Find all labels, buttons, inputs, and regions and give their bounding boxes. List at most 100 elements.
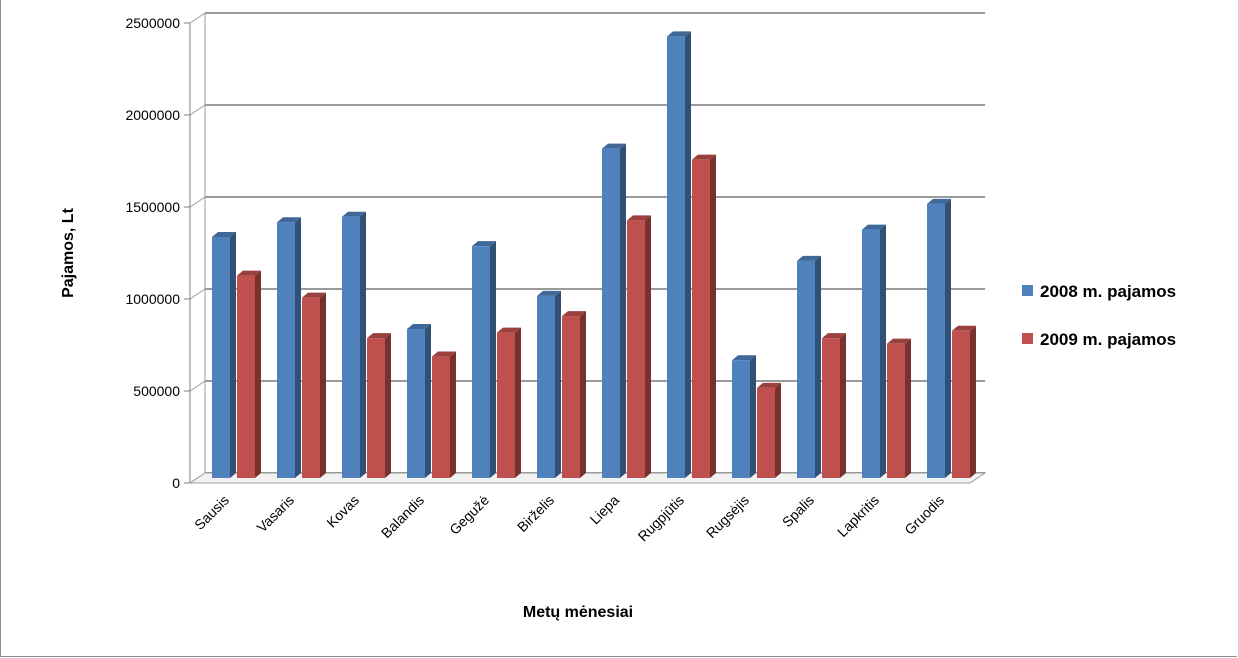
bar-2009-Rugsėjis — [757, 382, 781, 478]
bar-side — [840, 333, 846, 478]
bar-front — [237, 275, 255, 478]
x-tick-label: Lapkritis — [834, 492, 882, 540]
bar-front — [927, 203, 945, 478]
x-tick-label: Rugsėjis — [703, 492, 752, 541]
x-tick-label: Gegužė — [446, 492, 492, 538]
legend-swatch — [1022, 285, 1033, 296]
bar-top — [472, 241, 496, 247]
bar-top — [757, 382, 781, 388]
x-axis-title: Metų mėnesiai — [523, 604, 633, 621]
bar-side — [815, 255, 821, 478]
bar-top — [692, 154, 716, 160]
bar-top — [237, 270, 261, 276]
bar-top — [212, 231, 236, 237]
bar-2009-Spalis — [822, 333, 846, 478]
bar-front — [757, 387, 775, 478]
x-tick-label: Spalis — [779, 492, 817, 530]
bar-2008-Balandis — [407, 323, 431, 478]
bar-top — [667, 31, 691, 37]
bar-front — [887, 343, 905, 478]
bar-top — [562, 311, 586, 317]
bar-top — [627, 215, 651, 221]
bar-side — [555, 290, 561, 478]
bar-2008-Lapkritis — [862, 224, 886, 478]
bar-side — [880, 224, 886, 478]
legend: 2008 m. pajamos 2009 m. pajamos — [1022, 282, 1176, 349]
bar-side — [710, 154, 716, 478]
bar-side — [425, 323, 431, 478]
bar-side — [775, 382, 781, 478]
bar-side — [450, 351, 456, 478]
bar-front — [797, 260, 815, 478]
bar-front — [537, 295, 555, 478]
bar-top — [732, 355, 756, 361]
bar-top — [797, 255, 821, 261]
bar-front — [432, 356, 450, 478]
gridline-depth — [189, 288, 206, 300]
bar-top — [302, 292, 326, 298]
bar-front — [732, 360, 750, 478]
bar-top — [497, 327, 521, 333]
bars — [212, 31, 976, 479]
bar-front — [342, 216, 360, 478]
x-tick-label: Birželis — [514, 492, 557, 535]
legend-label: 2008 m. pajamos — [1040, 282, 1176, 301]
bar-2008-Spalis — [797, 255, 821, 478]
bar-front — [862, 229, 880, 478]
bar-front — [407, 328, 425, 478]
bar-side — [320, 292, 326, 478]
bar-top — [602, 143, 626, 149]
bar-2009-Birželis — [562, 311, 586, 478]
bar-side — [580, 311, 586, 478]
bar-side — [945, 198, 951, 478]
y-tick-label: 500000 — [133, 383, 180, 399]
axes — [184, 13, 987, 484]
bar-2009-Gegužė — [497, 327, 521, 478]
bar-front — [302, 297, 320, 478]
bar-2008-Rugsėjis — [732, 355, 756, 478]
bar-2009-Gruodis — [952, 325, 976, 478]
bar-2009-Kovas — [367, 333, 391, 478]
bar-side — [230, 231, 236, 478]
bar-2009-Liepa — [627, 215, 651, 478]
y-tick-label: 1500000 — [125, 199, 180, 215]
bar-front — [277, 222, 295, 478]
legend-label: 2009 m. pajamos — [1040, 330, 1176, 349]
bar-front — [497, 332, 515, 478]
bar-side — [685, 31, 691, 479]
bar-top — [277, 217, 301, 223]
bar-2008-Kovas — [342, 211, 366, 478]
bar-front — [212, 236, 230, 478]
bar-front — [692, 159, 710, 478]
bar-front — [667, 36, 685, 479]
bar-2008-Birželis — [537, 290, 561, 478]
bar-top — [432, 351, 456, 357]
gridline-depth — [189, 380, 206, 392]
bar-2008-Gegužė — [472, 241, 496, 478]
bar-side — [295, 217, 301, 479]
bar-side — [490, 241, 496, 478]
bar-front — [627, 220, 645, 478]
bar-2009-Lapkritis — [887, 338, 911, 478]
bar-2008-Liepa — [602, 143, 626, 478]
bar-front — [822, 338, 840, 478]
bar-side — [970, 325, 976, 478]
bar-top — [952, 325, 976, 331]
legend-swatch — [1022, 333, 1033, 344]
x-tick-label: Liepa — [587, 492, 623, 528]
y-tick-labels: 0 500000 1000000 1500000 2000000 2500000 — [125, 15, 180, 491]
gridline-depth — [189, 104, 206, 116]
bar-side — [255, 270, 261, 478]
bar-top — [407, 323, 431, 329]
bar-side — [385, 333, 391, 478]
bar-2009-Vasaris — [302, 292, 326, 478]
bar-front — [602, 148, 620, 478]
bar-top — [342, 211, 366, 217]
x-tick-label: Kovas — [323, 492, 362, 531]
bar-2009-Rugpjūtis — [692, 154, 716, 478]
chart-floor — [188, 472, 987, 484]
x-tick-label: Balandis — [378, 492, 427, 541]
bar-top — [367, 333, 391, 339]
